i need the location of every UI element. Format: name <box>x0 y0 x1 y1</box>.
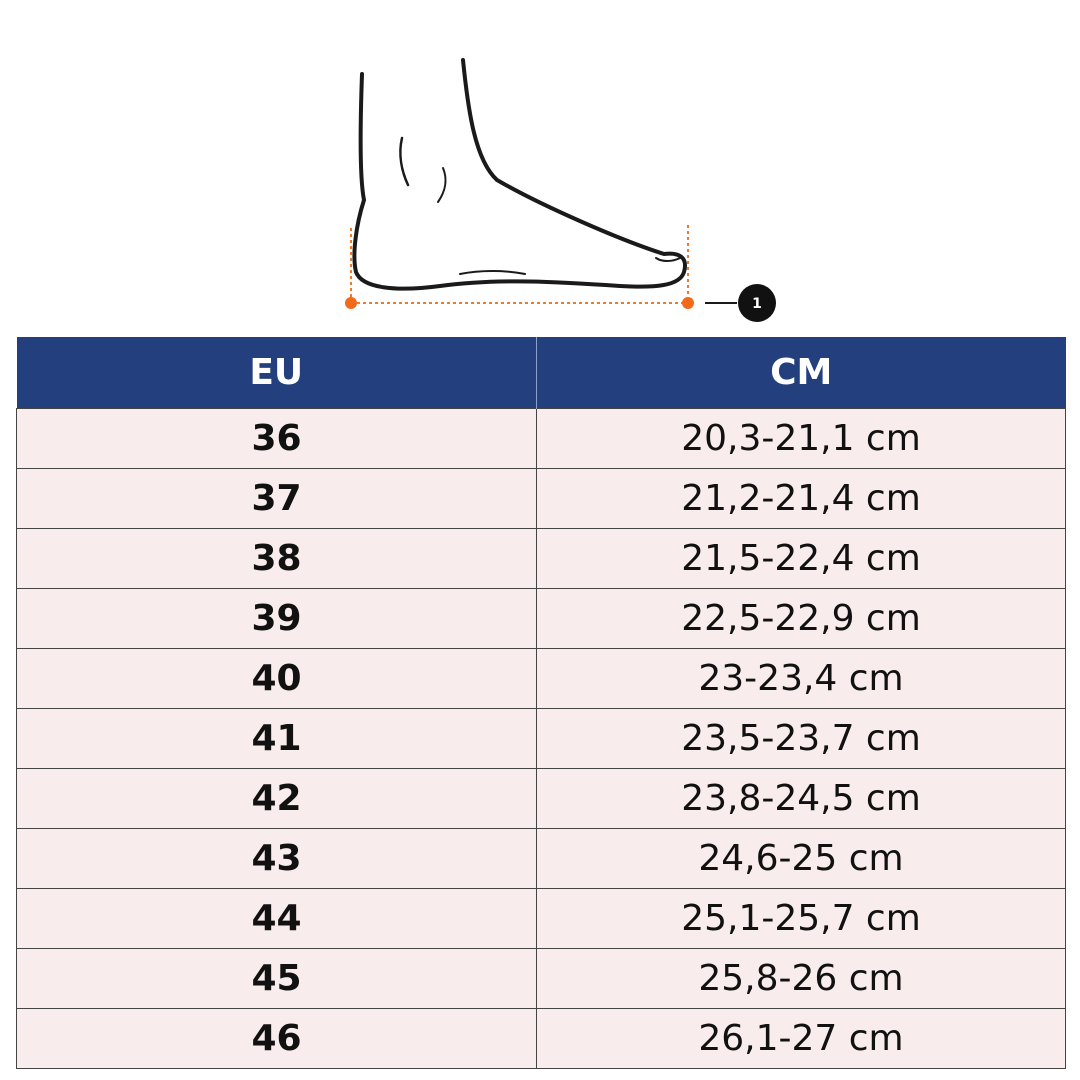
cm-length: 26,1-27 cm <box>536 1008 1066 1069</box>
sole-line <box>459 270 526 275</box>
eu-size: 43 <box>16 828 537 889</box>
table-row: 39 22,5-22,9 cm <box>16 588 1066 649</box>
toenail <box>655 257 681 262</box>
foot-outline <box>352 58 687 291</box>
cm-length: 21,2-21,4 cm <box>536 468 1066 529</box>
measure-dot <box>682 297 694 309</box>
cm-length: 23,8-24,5 cm <box>536 768 1066 829</box>
header-row: EU CM <box>16 337 1066 409</box>
eu-size: 42 <box>16 768 537 829</box>
header-cell: CM <box>536 337 1066 409</box>
table-row: 43 24,6-25 cm <box>16 828 1066 889</box>
header-cell: EU <box>16 337 537 409</box>
table-row: 46 26,1-27 cm <box>16 1008 1066 1069</box>
marker-label: 1 <box>752 296 762 312</box>
eu-size: 44 <box>16 888 537 949</box>
table-row: 44 25,1-25,7 cm <box>16 888 1066 949</box>
ankle-line <box>437 167 447 203</box>
eu-size: 41 <box>16 708 537 769</box>
eu-size: 45 <box>16 948 537 1009</box>
eu-size: 39 <box>16 588 537 649</box>
ankle-line <box>399 136 410 187</box>
cm-length: 22,5-22,9 cm <box>536 588 1066 649</box>
cm-length: 23-23,4 cm <box>536 648 1066 709</box>
measure-dot <box>345 297 357 309</box>
cm-length: 24,6-25 cm <box>536 828 1066 889</box>
cm-length: 21,5-22,4 cm <box>536 528 1066 589</box>
eu-size: 36 <box>16 408 537 469</box>
marker-badge <box>738 284 776 322</box>
cm-length: 20,3-21,1 cm <box>536 408 1066 469</box>
table-row: 38 21,5-22,4 cm <box>16 528 1066 589</box>
eu-size: 37 <box>16 468 537 529</box>
table-row: 40 23-23,4 cm <box>16 648 1066 709</box>
foot-illustration: 1 <box>345 58 776 322</box>
table-row: 41 23,5-23,7 cm <box>16 708 1066 769</box>
cm-length: 25,8-26 cm <box>536 948 1066 1009</box>
eu-size: 46 <box>16 1008 537 1069</box>
cm-length: 23,5-23,7 cm <box>536 708 1066 769</box>
size-table: EU CM 36 20,3-21,1 cm 37 21,2-21,4 cm 38 21,5-… <box>16 337 1066 1069</box>
table-row: 37 21,2-21,4 cm <box>16 468 1066 529</box>
eu-size: 40 <box>16 648 537 709</box>
table-row: 45 25,8-26 cm <box>16 948 1066 1009</box>
table-row: 42 23,8-24,5 cm <box>16 768 1066 829</box>
cm-length: 25,1-25,7 cm <box>536 888 1066 949</box>
eu-size: 38 <box>16 528 537 589</box>
table-row: 36 20,3-21,1 cm <box>16 408 1066 469</box>
